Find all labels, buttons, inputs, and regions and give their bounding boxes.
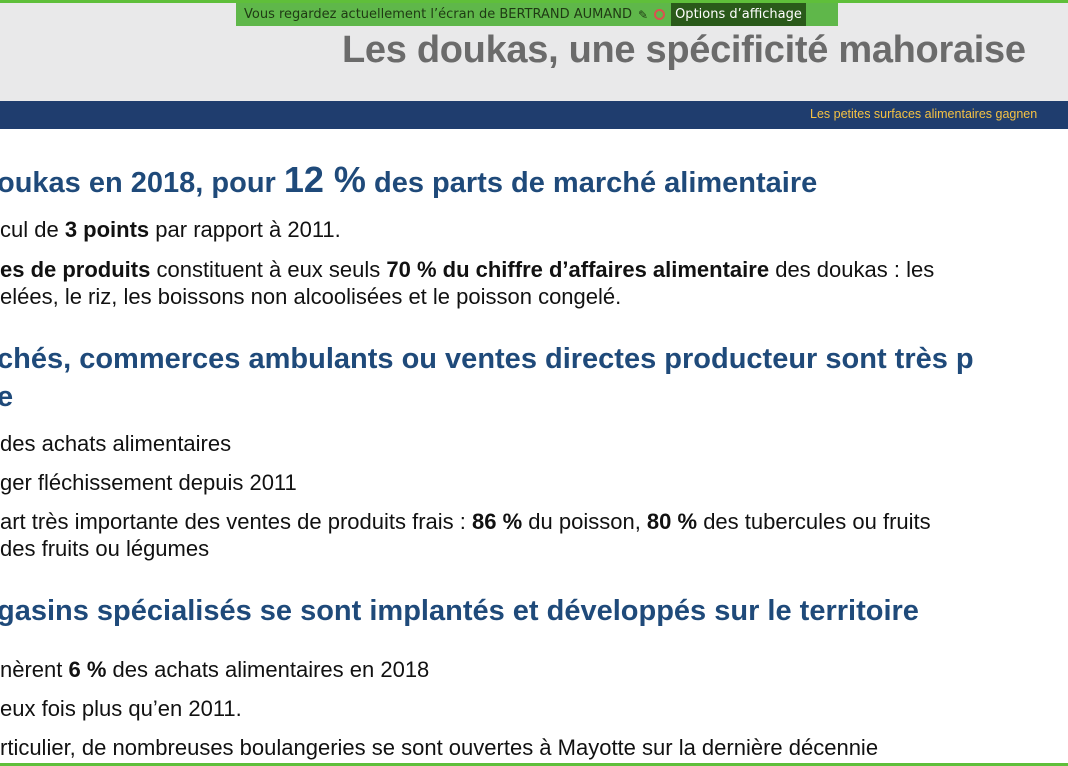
slide-title: Les doukas, une spécificité mahoraise (342, 29, 1026, 71)
screen-share-banner: Vous regardez actuellement l’écran de BE… (236, 3, 838, 26)
section-heading-1: oukas en 2018, pour 12 % des parts de ma… (0, 159, 817, 201)
screen-share-frame-bottom (0, 763, 1068, 766)
section-2-line-4: des fruits ou légumes (0, 535, 209, 562)
text: des achats alimentaires en 2018 (106, 657, 430, 682)
text: eux fois plus qu’en 2011. (0, 696, 242, 721)
text: art très importante des ventes de produi… (0, 509, 473, 534)
section-heading-3: gasins spécialisés se sont implantés et … (0, 595, 919, 627)
pin-icon[interactable]: ✎ (638, 7, 649, 22)
text: des fruits ou légumes (0, 536, 210, 561)
slide-title-band: Les doukas, une spécificité mahoraise (0, 3, 1068, 101)
text: rticulier, de nombreuses boulangeries se… (0, 735, 879, 760)
stop-sharing-icon[interactable] (654, 9, 666, 20)
slide-content: oukas en 2018, pour 12 % des parts de ma… (0, 129, 1068, 763)
heading-highlight: 12 % (283, 159, 366, 200)
heading-text: des parts de marché alimentaire (365, 167, 818, 199)
screen-share-frame-top (0, 0, 1068, 3)
heading-text: oukas en 2018, pour (0, 167, 284, 199)
text: elées, le riz, les boissons non alcoolis… (0, 284, 622, 309)
text: nèrent (0, 657, 69, 682)
bold-text: 86 % (472, 509, 523, 534)
text: des tubercules ou fruits (697, 509, 931, 534)
bold-text: 6 % (68, 657, 107, 682)
section-2-line-1: des achats alimentaires (0, 430, 231, 457)
screen-share-text: Vous regardez actuellement l’écran de BE… (244, 7, 633, 22)
text: constituent à eux seuls (150, 257, 387, 282)
section-heading-2-line-2: e (0, 381, 14, 413)
bold-text: es de produits (0, 257, 151, 282)
section-3-line-2: eux fois plus qu’en 2011. (0, 695, 242, 722)
text: du poisson, (522, 509, 647, 534)
text: des doukas : les (769, 257, 935, 282)
text: ger fléchissement depuis 2011 (0, 470, 297, 495)
section-1-line-2: es de produits constituent à eux seuls 7… (0, 256, 934, 283)
slide-ticker-text: Les petites surfaces alimentaires gagnen (810, 107, 1038, 121)
section-1-line-3: elées, le riz, les boissons non alcoolis… (0, 283, 621, 310)
section-2-line-3: art très importante des ventes de produi… (0, 508, 931, 535)
text: cul de (0, 217, 65, 242)
bold-text: 80 % (646, 509, 698, 534)
bold-text: 70 % du chiffre d’affaires alimentaire (386, 257, 770, 282)
display-options-button[interactable]: Options d’affichage (671, 3, 806, 26)
section-3-line-1: nèrent 6 % des achats alimentaires en 20… (0, 656, 429, 683)
text: par rapport à 2011. (149, 217, 341, 242)
bold-text: 3 points (64, 217, 150, 242)
slide-blue-band: Les petites surfaces alimentaires gagnen (0, 101, 1068, 129)
text: des achats alimentaires (0, 431, 232, 456)
section-1-line-1: cul de 3 points par rapport à 2011. (0, 216, 341, 243)
section-2-line-2: ger fléchissement depuis 2011 (0, 469, 297, 496)
section-3-line-3: rticulier, de nombreuses boulangeries se… (0, 734, 878, 761)
section-heading-2-line-1: chés, commerces ambulants ou ventes dire… (0, 343, 974, 375)
